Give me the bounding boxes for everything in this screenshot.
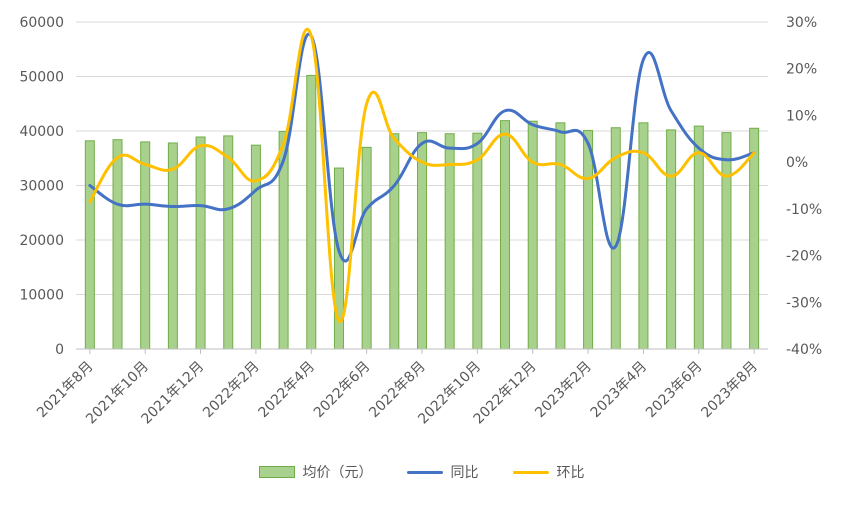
bar: [250, 144, 261, 350]
bar: [527, 120, 538, 350]
legend-label-mom: 环比: [556, 465, 585, 481]
x-tick-label: 2023年6月: [643, 359, 706, 422]
y-right-tick-label: 10%: [786, 108, 817, 124]
y-right-tick-label: -40%: [786, 342, 822, 358]
bar: [500, 120, 511, 350]
legend: 均价（元） 同比 环比: [0, 462, 843, 482]
x-tick-label: 2022年6月: [311, 359, 374, 422]
bar: [306, 74, 317, 350]
bar: [167, 142, 178, 350]
legend-swatch-mom: [512, 470, 549, 474]
bar: [749, 127, 760, 350]
y-right-tick-label: -30%: [786, 295, 822, 311]
y-left-tick-label: 30000: [19, 179, 64, 195]
yoy-line: [88, 32, 756, 263]
y-left-tick-label: 60000: [19, 15, 64, 31]
legend-item-mom: 环比: [512, 462, 585, 482]
bar: [140, 141, 151, 350]
bar: [389, 133, 400, 350]
x-tick-label: 2023年4月: [588, 359, 651, 422]
legend-item-avg-price: 均价（元）: [258, 462, 373, 482]
x-tick-label: 2023年2月: [532, 359, 595, 422]
bar: [693, 125, 704, 350]
legend-swatch-yoy: [406, 470, 443, 474]
bar: [472, 132, 483, 350]
y-right-tick-label: -10%: [786, 202, 822, 218]
bar: [195, 136, 206, 350]
bar: [112, 139, 123, 350]
bar: [638, 122, 649, 350]
y-right-tick-label: 30%: [786, 15, 817, 31]
bar: [555, 122, 566, 350]
y-left-tick-label: 20000: [19, 233, 64, 249]
y-right-tick-label: 20%: [786, 62, 817, 78]
legend-label-yoy: 同比: [450, 465, 479, 481]
y-left-tick-label: 0: [55, 342, 64, 358]
x-tick-label: 2022年2月: [200, 359, 263, 422]
bar: [583, 129, 594, 350]
legend-label-avg-price: 均价（元）: [302, 465, 373, 481]
y-left-tick-label: 10000: [19, 288, 64, 304]
bar: [361, 146, 372, 350]
bar: [721, 132, 732, 350]
bar: [84, 140, 95, 350]
bar: [417, 132, 427, 350]
bar: [223, 135, 234, 350]
x-tick-label: 2022年4月: [255, 359, 318, 422]
y-left-tick-label: 40000: [19, 124, 64, 140]
y-right-tick-label: 0%: [786, 155, 808, 171]
y-right-tick-label: -20%: [786, 249, 822, 265]
legend-item-yoy: 同比: [406, 462, 479, 482]
y-left-tick-label: 50000: [19, 70, 64, 86]
legend-swatch-avg-price: [258, 466, 295, 478]
x-tick-label: 2023年8月: [698, 359, 761, 422]
mom-line: [88, 27, 756, 323]
bar: [666, 129, 677, 350]
